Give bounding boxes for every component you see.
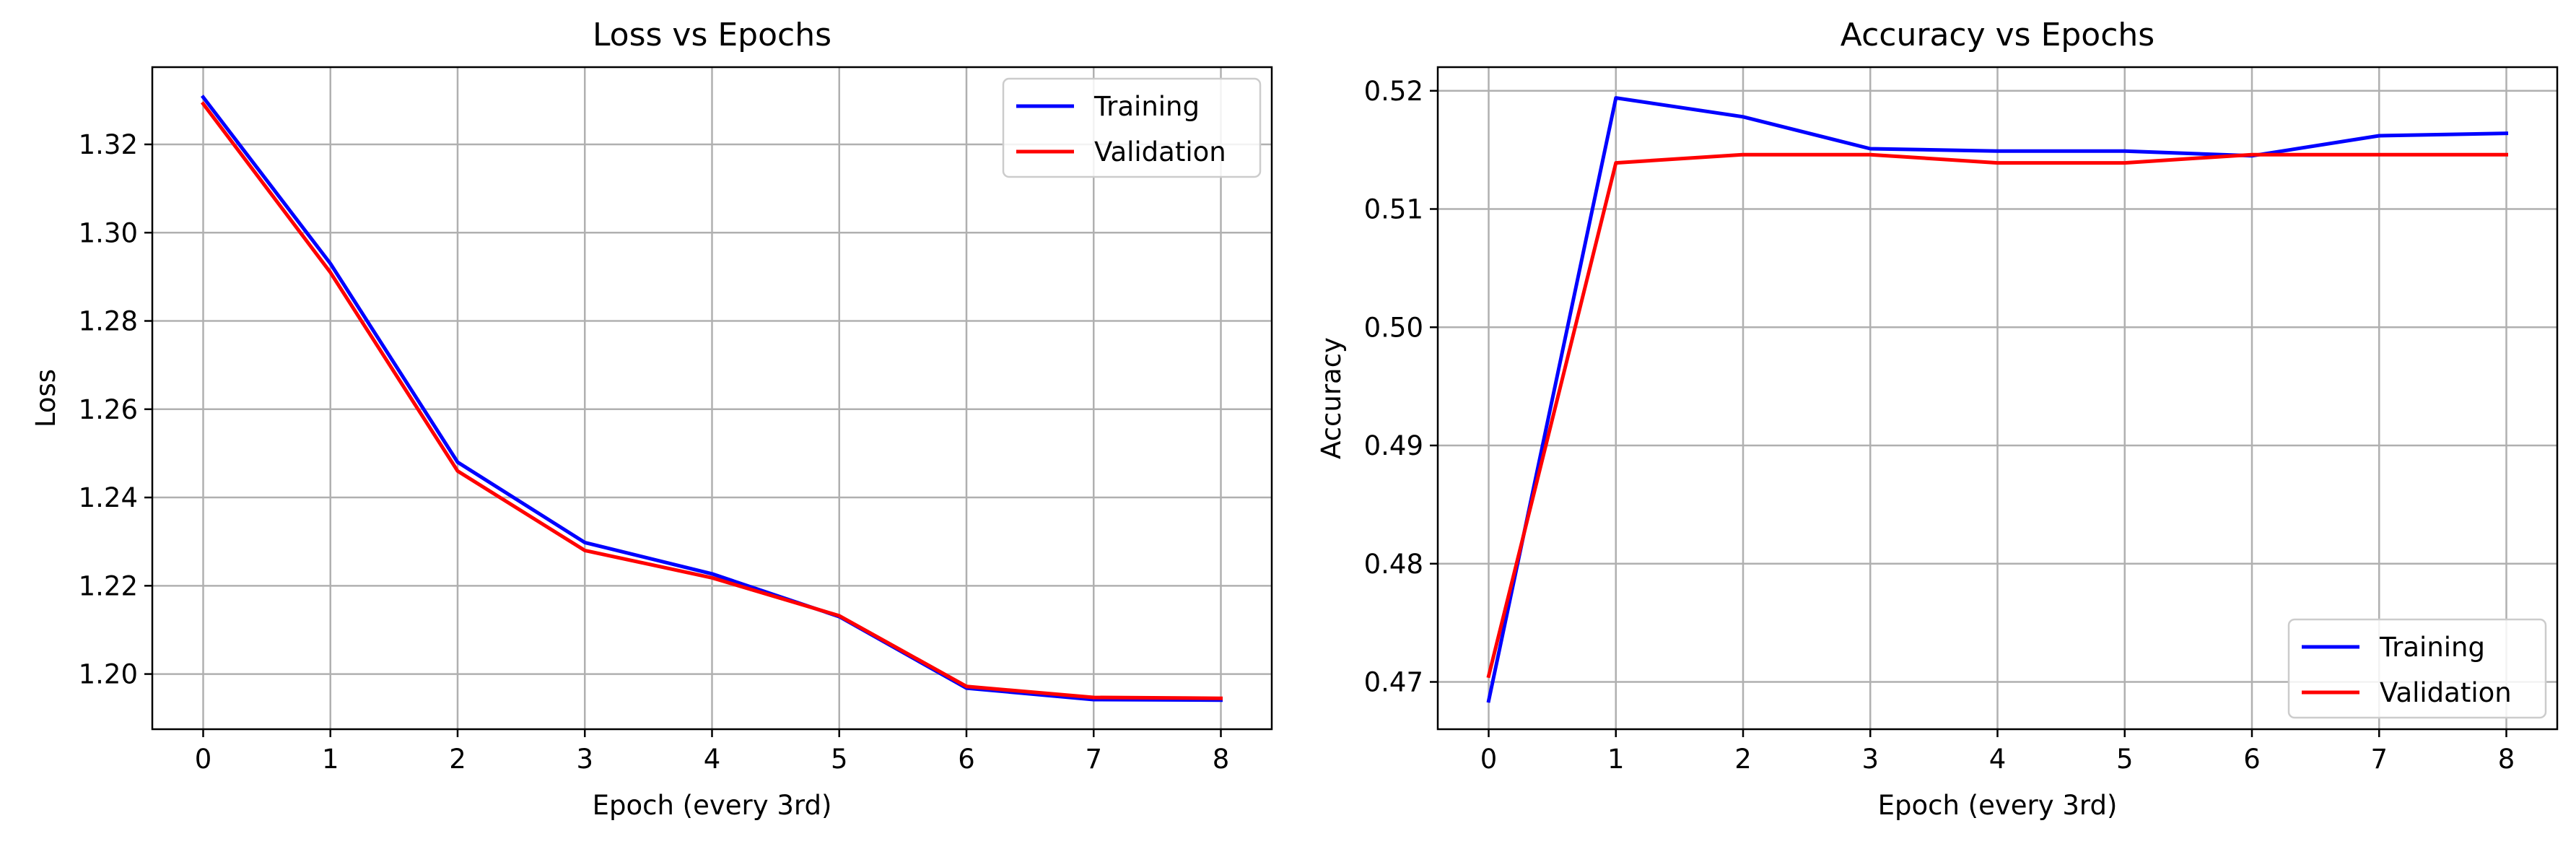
x-tick-label: 7 xyxy=(2370,744,2388,775)
x-tick-label: 5 xyxy=(2116,744,2134,775)
y-tick-label: 0.52 xyxy=(1364,76,1423,107)
x-tick-label: 3 xyxy=(1861,744,1879,775)
y-tick-label: 1.22 xyxy=(79,570,138,601)
accuracy-panel: 0 1 2 3 4 5 6 7 8 0.47 0.48 0.49 0.50 0.51 0.52 Accurac… xyxy=(1316,17,2559,821)
chart-title: Loss vs Epochs xyxy=(593,17,831,53)
x-tick-label: 6 xyxy=(2243,744,2261,775)
y-tick-label: 0.48 xyxy=(1364,549,1423,580)
y-tick-label: 1.32 xyxy=(79,129,138,160)
loss-panel: 0 1 2 3 4 5 6 7 8 1.20 1.22 1.24 1.26 1.28 1.30 1.32 Los… xyxy=(30,17,1273,821)
x-tick-label: 4 xyxy=(704,744,721,775)
x-tick-label: 2 xyxy=(1734,744,1752,775)
legend-label-validation: Validation xyxy=(2380,677,2512,708)
legend: Training Validation xyxy=(2287,618,2547,719)
series-line-training xyxy=(200,95,1223,702)
y-tick-label: 1.26 xyxy=(79,394,138,425)
y-tick-label: 1.30 xyxy=(79,217,138,248)
x-tick-label: 1 xyxy=(322,744,339,775)
x-tick-label: 8 xyxy=(1213,744,1230,775)
y-tick-label: 1.24 xyxy=(79,482,138,513)
y-axis-label: Accuracy xyxy=(1316,337,1347,459)
x-tick-label: 3 xyxy=(576,744,593,775)
x-tick-label: 4 xyxy=(1989,744,2007,775)
x-tick-label: 1 xyxy=(1607,744,1625,775)
y-tick-label: 0.50 xyxy=(1364,312,1423,343)
legend-label-validation: Validation xyxy=(1094,136,1226,168)
x-tick-label: 8 xyxy=(2498,744,2515,775)
x-tick-label: 0 xyxy=(195,744,212,775)
series-line-validation xyxy=(200,101,1223,700)
y-tick-label: 0.51 xyxy=(1364,194,1423,225)
x-tick-label: 6 xyxy=(958,744,975,775)
axes-frame xyxy=(1436,66,2559,731)
y-tick-label: 0.47 xyxy=(1364,667,1423,698)
axes-frame xyxy=(151,66,1273,731)
x-tick-label: 5 xyxy=(831,744,848,775)
x-tick-label: 7 xyxy=(1085,744,1102,775)
x-axis-label: Epoch (every 3rd) xyxy=(1878,790,2118,821)
chart-title: Accuracy vs Epochs xyxy=(1841,17,2154,53)
legend: Training Validation xyxy=(1002,77,1262,178)
x-axis-label: Epoch (every 3rd) xyxy=(593,790,832,821)
legend-label-training: Training xyxy=(2379,632,2485,663)
x-tick-label: 0 xyxy=(1480,744,1498,775)
y-tick-label: 1.28 xyxy=(79,306,138,337)
legend-label-training: Training xyxy=(1093,91,1200,122)
y-tick-label: 1.20 xyxy=(79,659,138,690)
y-tick-label: 0.49 xyxy=(1364,430,1423,461)
x-tick-label: 2 xyxy=(449,744,466,775)
y-axis-label: Loss xyxy=(30,369,61,427)
series-line-training xyxy=(1486,96,2509,703)
series-line-validation xyxy=(1486,152,2508,679)
